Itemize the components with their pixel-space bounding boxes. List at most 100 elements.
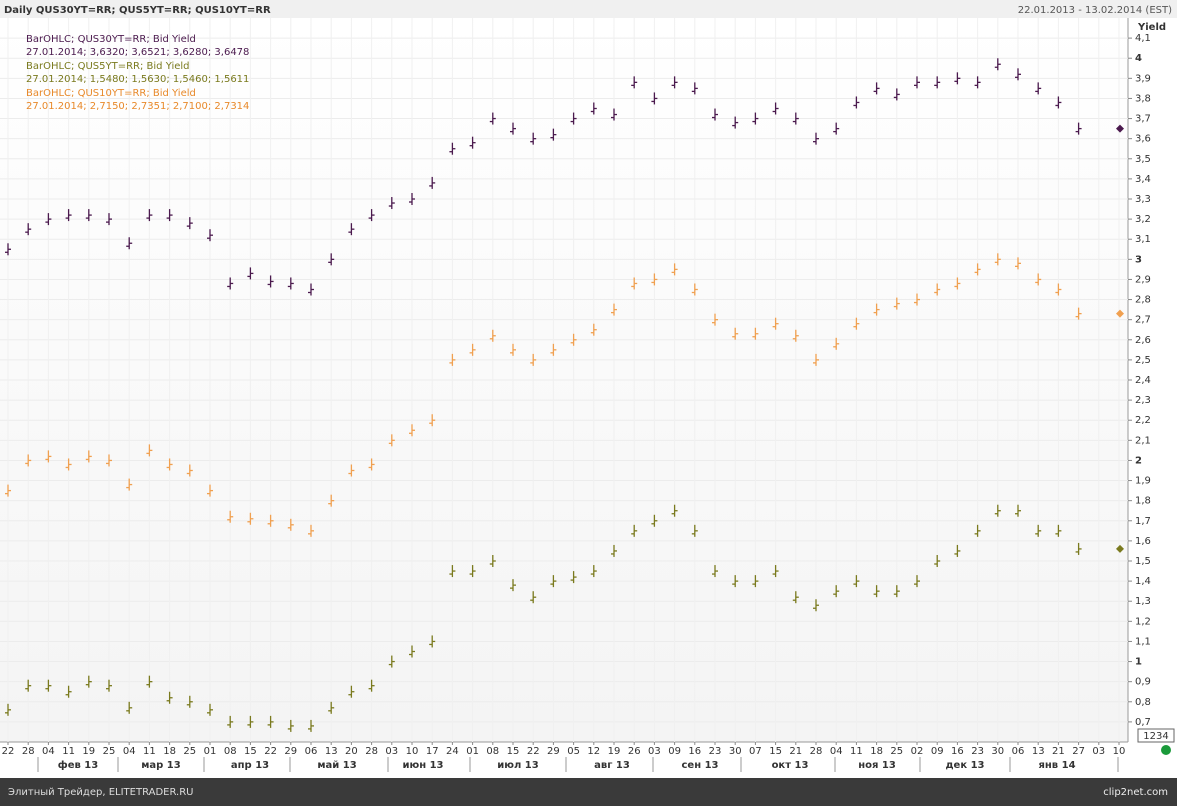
- ohlc-bar: [247, 512, 254, 525]
- ohlc-bar: [388, 434, 395, 447]
- x-tick-label: 22: [264, 746, 277, 757]
- x-tick-label: 01: [204, 746, 217, 757]
- y-tick-label: 1,1: [1135, 636, 1151, 647]
- y-tick-label: 2,3: [1135, 395, 1151, 406]
- ohlc-bar: [267, 715, 274, 728]
- ohlc-bar: [166, 458, 173, 471]
- ohlc-bar: [1075, 542, 1082, 555]
- ohlc-bar: [510, 122, 516, 135]
- ohlc-bar: [732, 575, 739, 588]
- x-tick-label: 15: [244, 746, 257, 757]
- ohlc-bar: [449, 565, 456, 578]
- ohlc-bar: [45, 213, 52, 226]
- ohlc-bar: [853, 317, 860, 330]
- ohlc-bar: [489, 555, 496, 567]
- ohlc-bar: [590, 102, 597, 115]
- ohlc-bar: [287, 277, 294, 290]
- x-tick-label: 10: [1113, 746, 1126, 757]
- header-bar: [0, 0, 1177, 18]
- x-tick-label: 13: [1032, 746, 1045, 757]
- ohlc-bar: [146, 444, 153, 457]
- ohlc-bar: [914, 575, 920, 588]
- ohlc-bar: [1035, 524, 1042, 537]
- y-tick-label: 2,2: [1135, 415, 1151, 426]
- x-tick-label: 03: [1092, 746, 1105, 757]
- ohlc-bar: [25, 679, 32, 692]
- ohlc-bar: [893, 297, 900, 310]
- ohlc-bar: [45, 679, 52, 692]
- y-tick-label: 2: [1135, 455, 1142, 466]
- x-tick-label: 01: [466, 746, 479, 757]
- ohlc-bar: [712, 565, 718, 578]
- y-tick-label: 1,8: [1135, 496, 1151, 507]
- y-tick-label: 1,7: [1135, 516, 1151, 527]
- ohlc-bar: [449, 353, 456, 366]
- ohlc-bar: [186, 695, 193, 708]
- ohlc-bar: [207, 703, 213, 716]
- footer-left: Элитный Трейдер, ELITETRADER.RU: [8, 787, 194, 798]
- ohlc-bar: [732, 327, 739, 340]
- y-tick-label: 3: [1135, 254, 1142, 265]
- x-tick-label: 11: [62, 746, 75, 757]
- ohlc-bar: [267, 514, 274, 527]
- y-tick-label: 0,8: [1135, 697, 1151, 708]
- ohlc-bar: [934, 76, 941, 89]
- ohlc-bar: [1075, 307, 1082, 320]
- legend-values: 27.01.2014; 2,7150; 2,7351; 2,7100; 2,73…: [26, 101, 249, 112]
- ohlc-bar: [914, 76, 920, 89]
- ohlc-bar: [994, 58, 1001, 71]
- x-tick-label: 29: [547, 746, 560, 757]
- ohlc-bar: [570, 112, 577, 125]
- month-label: май 13: [317, 760, 356, 771]
- x-tick-label: 19: [608, 746, 621, 757]
- ohlc-bar: [1035, 273, 1042, 286]
- legend-title: BarOHLC; QUS5YT=RR; Bid Yield: [26, 61, 190, 72]
- ohlc-bar: [752, 575, 759, 588]
- ohlc-bar: [186, 217, 193, 230]
- x-tick-label: 09: [931, 746, 944, 757]
- y-tick-label: 4,1: [1135, 33, 1151, 44]
- ohlc-bar: [1015, 504, 1021, 517]
- ohlc-bar: [510, 579, 516, 592]
- ohlc-bar: [368, 679, 375, 692]
- ohlc-bar: [85, 450, 92, 463]
- month-label: фев 13: [58, 759, 98, 771]
- y-tick-label: 0,7: [1135, 717, 1151, 728]
- x-tick-label: 15: [769, 746, 782, 757]
- y-tick-label: 2,9: [1135, 274, 1151, 285]
- ohlc-bar: [227, 510, 234, 523]
- x-tick-label: 17: [426, 746, 439, 757]
- x-tick-label: 27: [1072, 746, 1085, 757]
- ohlc-bar: [813, 599, 819, 612]
- ohlc-bar: [752, 327, 759, 340]
- ohlc-bar: [934, 555, 941, 567]
- month-label: июл 13: [497, 760, 538, 771]
- legend-values: 27.01.2014; 1,5480; 1,5630; 1,5460; 1,56…: [26, 74, 249, 85]
- ohlc-bar: [429, 176, 436, 189]
- ohlc-bar: [5, 484, 11, 497]
- corner-label: 1234: [1143, 731, 1168, 742]
- ohlc-bar: [510, 343, 516, 356]
- y-tick-label: 3,2: [1135, 214, 1151, 225]
- ohlc-bar: [550, 575, 557, 588]
- ohlc-bar: [429, 414, 436, 427]
- month-label: авг 13: [594, 760, 630, 771]
- ohlc-bar: [813, 353, 819, 366]
- x-tick-label: 06: [1012, 746, 1025, 757]
- ohlc-bar: [590, 565, 597, 578]
- corner-box: [1137, 728, 1175, 743]
- ohlc-bar: [893, 585, 900, 598]
- ohlc-bar: [65, 209, 72, 222]
- x-tick-label: 18: [163, 746, 176, 757]
- x-tick-label: 06: [305, 746, 318, 757]
- ohlc-bar: [45, 450, 52, 463]
- ohlc-bar: [712, 108, 718, 121]
- x-tick-label: 08: [224, 746, 237, 757]
- ohlc-bar: [106, 213, 112, 226]
- ohlc-bar: [530, 353, 537, 366]
- ohlc-bar: [1015, 257, 1021, 270]
- y-tick-label: 3,7: [1135, 114, 1151, 125]
- ohlc-bar: [792, 591, 799, 604]
- ohlc-bar: [409, 193, 415, 205]
